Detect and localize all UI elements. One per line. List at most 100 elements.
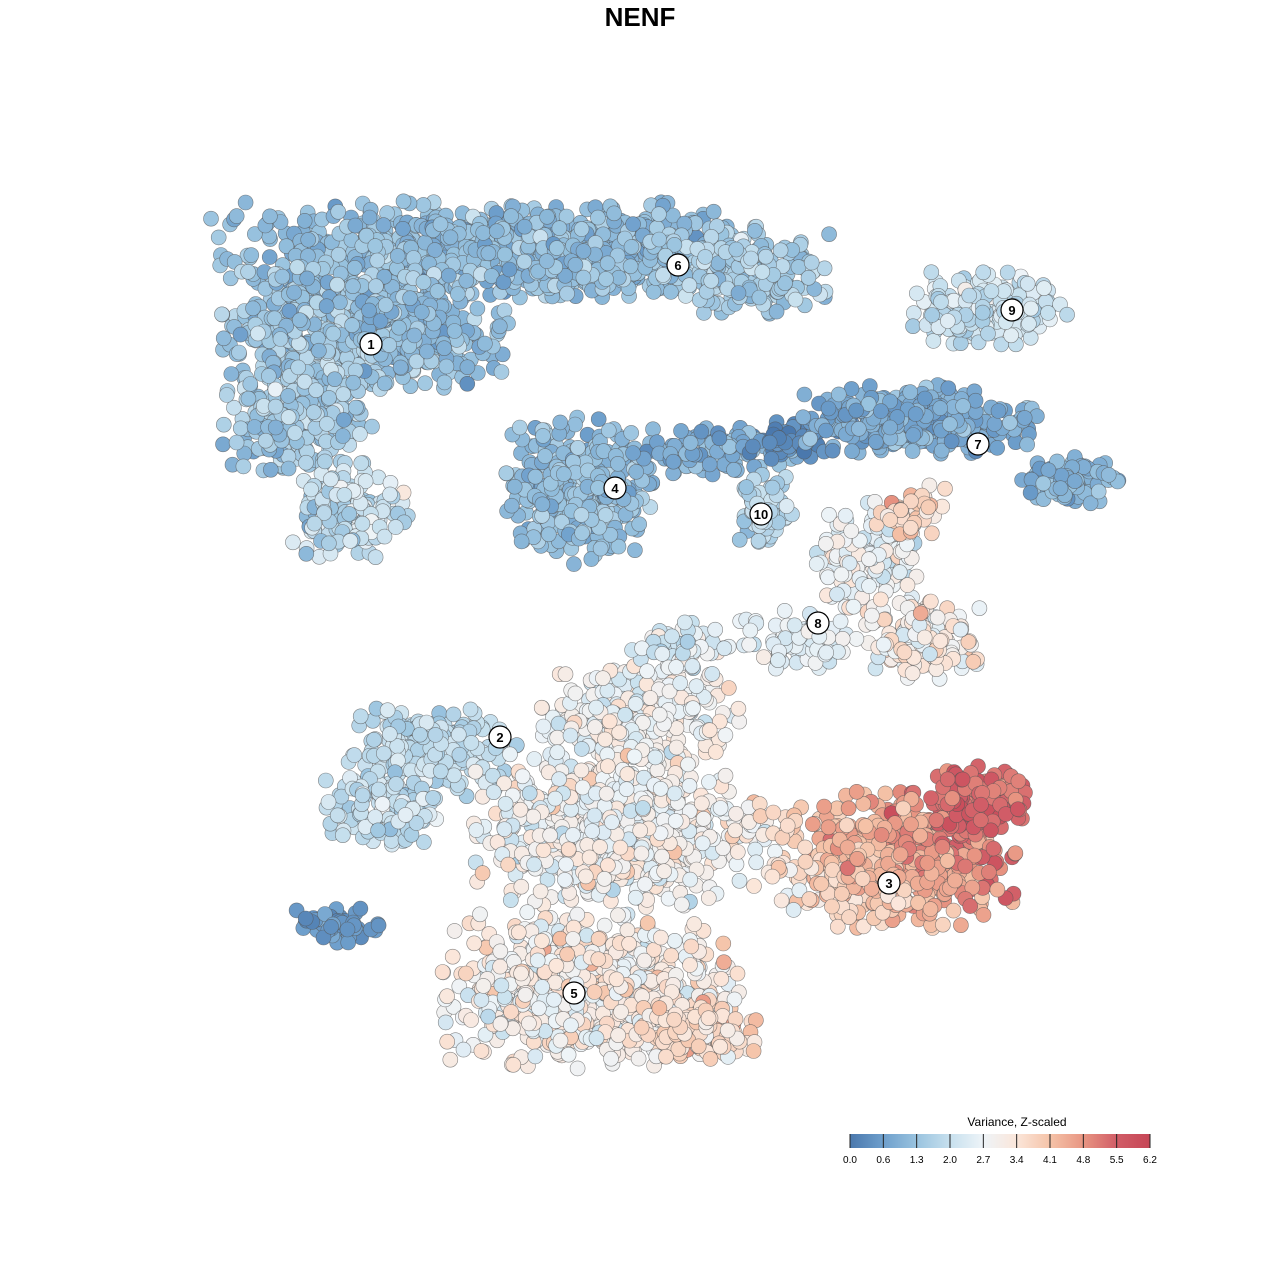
data-point <box>899 577 916 593</box>
data-point <box>442 229 459 246</box>
data-point <box>844 443 860 460</box>
data-point <box>682 434 699 451</box>
data-point <box>223 366 240 382</box>
data-point <box>566 556 582 572</box>
data-point <box>980 325 996 342</box>
data-point <box>645 421 661 438</box>
data-point <box>272 331 289 347</box>
data-point <box>693 423 710 440</box>
data-point <box>738 479 755 495</box>
data-point <box>875 636 892 653</box>
data-point <box>469 300 486 317</box>
data-point <box>776 602 793 619</box>
data-point <box>933 294 949 310</box>
data-point <box>1059 306 1075 323</box>
data-point <box>904 443 921 459</box>
data-point <box>924 307 940 323</box>
data-point <box>1100 467 1117 483</box>
data-point <box>940 380 957 397</box>
data-point <box>555 466 572 482</box>
data-point <box>533 699 550 716</box>
data-point <box>231 344 247 361</box>
data-point <box>214 306 230 323</box>
data-point <box>485 784 502 801</box>
data-point <box>701 456 718 473</box>
data-point <box>1067 473 1083 490</box>
data-point <box>317 772 334 789</box>
data-point <box>622 258 639 275</box>
data-point <box>493 364 510 380</box>
data-point <box>617 706 633 723</box>
data-point <box>345 374 362 391</box>
data-point <box>376 375 393 392</box>
data-point <box>329 807 346 824</box>
data-point <box>320 794 337 810</box>
data-point <box>929 609 946 626</box>
data-point <box>1022 484 1039 501</box>
data-point <box>438 358 455 375</box>
data-point <box>235 458 252 475</box>
data-point <box>905 427 922 443</box>
data-point <box>548 240 565 256</box>
data-point <box>381 726 398 742</box>
data-point <box>1022 329 1039 346</box>
data-point <box>590 480 606 496</box>
data-point <box>802 430 818 447</box>
data-point <box>318 298 335 315</box>
data-point <box>332 294 348 311</box>
data-point <box>557 666 574 683</box>
data-point <box>642 690 659 706</box>
data-point <box>1052 480 1069 497</box>
data-point <box>375 745 392 762</box>
data-point <box>336 487 353 503</box>
data-point <box>432 216 449 232</box>
data-point <box>770 652 786 669</box>
data-point <box>567 416 583 433</box>
data-point <box>491 318 508 335</box>
data-point <box>575 243 592 259</box>
data-point <box>731 531 748 548</box>
data-point <box>625 445 641 461</box>
data-point <box>267 419 284 436</box>
data-point <box>305 404 322 421</box>
data-point <box>480 245 497 262</box>
data-point <box>549 744 566 761</box>
data-point <box>503 208 519 224</box>
data-point <box>449 286 466 302</box>
data-point <box>845 598 862 615</box>
data-point <box>232 420 249 437</box>
data-point <box>352 426 368 442</box>
data-point <box>920 499 937 516</box>
data-point <box>573 507 590 523</box>
data-point <box>932 400 949 416</box>
data-point <box>498 465 515 482</box>
data-point <box>820 569 836 586</box>
data-point <box>459 359 476 376</box>
data-point <box>459 375 476 392</box>
data-point <box>562 727 579 744</box>
data-point <box>551 220 568 236</box>
data-point <box>1036 280 1052 297</box>
data-point <box>848 402 865 419</box>
data-point <box>1016 410 1033 426</box>
data-point <box>311 342 327 359</box>
data-point <box>341 506 358 522</box>
data-point <box>628 463 645 480</box>
data-point <box>961 287 978 304</box>
data-point <box>1002 414 1018 431</box>
data-point <box>419 343 435 360</box>
data-point <box>1019 275 1036 292</box>
data-point <box>795 409 811 426</box>
data-point <box>516 218 533 235</box>
data-point <box>346 259 363 276</box>
data-point <box>1090 483 1107 500</box>
data-point <box>720 680 737 696</box>
data-point <box>955 398 971 414</box>
data-point <box>368 278 384 295</box>
data-point <box>989 440 1006 456</box>
data-point <box>1019 436 1035 453</box>
data-point <box>402 290 418 307</box>
data-point <box>306 515 323 532</box>
data-point <box>787 291 804 308</box>
data-point <box>346 747 363 763</box>
